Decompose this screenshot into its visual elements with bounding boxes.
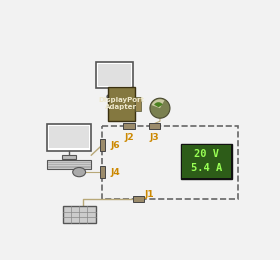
Bar xyxy=(96,62,134,88)
Ellipse shape xyxy=(73,167,86,177)
Bar xyxy=(133,196,144,202)
Bar xyxy=(47,160,91,169)
Text: J6: J6 xyxy=(111,141,120,150)
Bar xyxy=(99,139,104,151)
Bar xyxy=(47,124,91,151)
Text: J2: J2 xyxy=(124,133,134,142)
Bar xyxy=(108,87,135,121)
Bar xyxy=(63,206,95,223)
Bar xyxy=(99,166,104,178)
Bar xyxy=(135,97,141,110)
Bar xyxy=(123,123,135,129)
Bar xyxy=(148,123,160,129)
Wedge shape xyxy=(151,99,164,108)
Ellipse shape xyxy=(107,94,123,100)
Text: J1: J1 xyxy=(144,190,154,199)
Text: J4: J4 xyxy=(111,168,120,177)
Circle shape xyxy=(150,98,170,118)
Text: 20 V
5.4 A: 20 V 5.4 A xyxy=(191,149,222,173)
Bar xyxy=(62,155,76,159)
Bar xyxy=(99,64,131,86)
Text: J3: J3 xyxy=(150,133,159,142)
Wedge shape xyxy=(154,102,163,107)
Bar xyxy=(102,126,238,199)
Bar xyxy=(181,144,232,179)
Bar xyxy=(182,145,231,178)
Bar xyxy=(49,126,89,148)
Text: DisplayPort
Adapter: DisplayPort Adapter xyxy=(98,97,144,110)
